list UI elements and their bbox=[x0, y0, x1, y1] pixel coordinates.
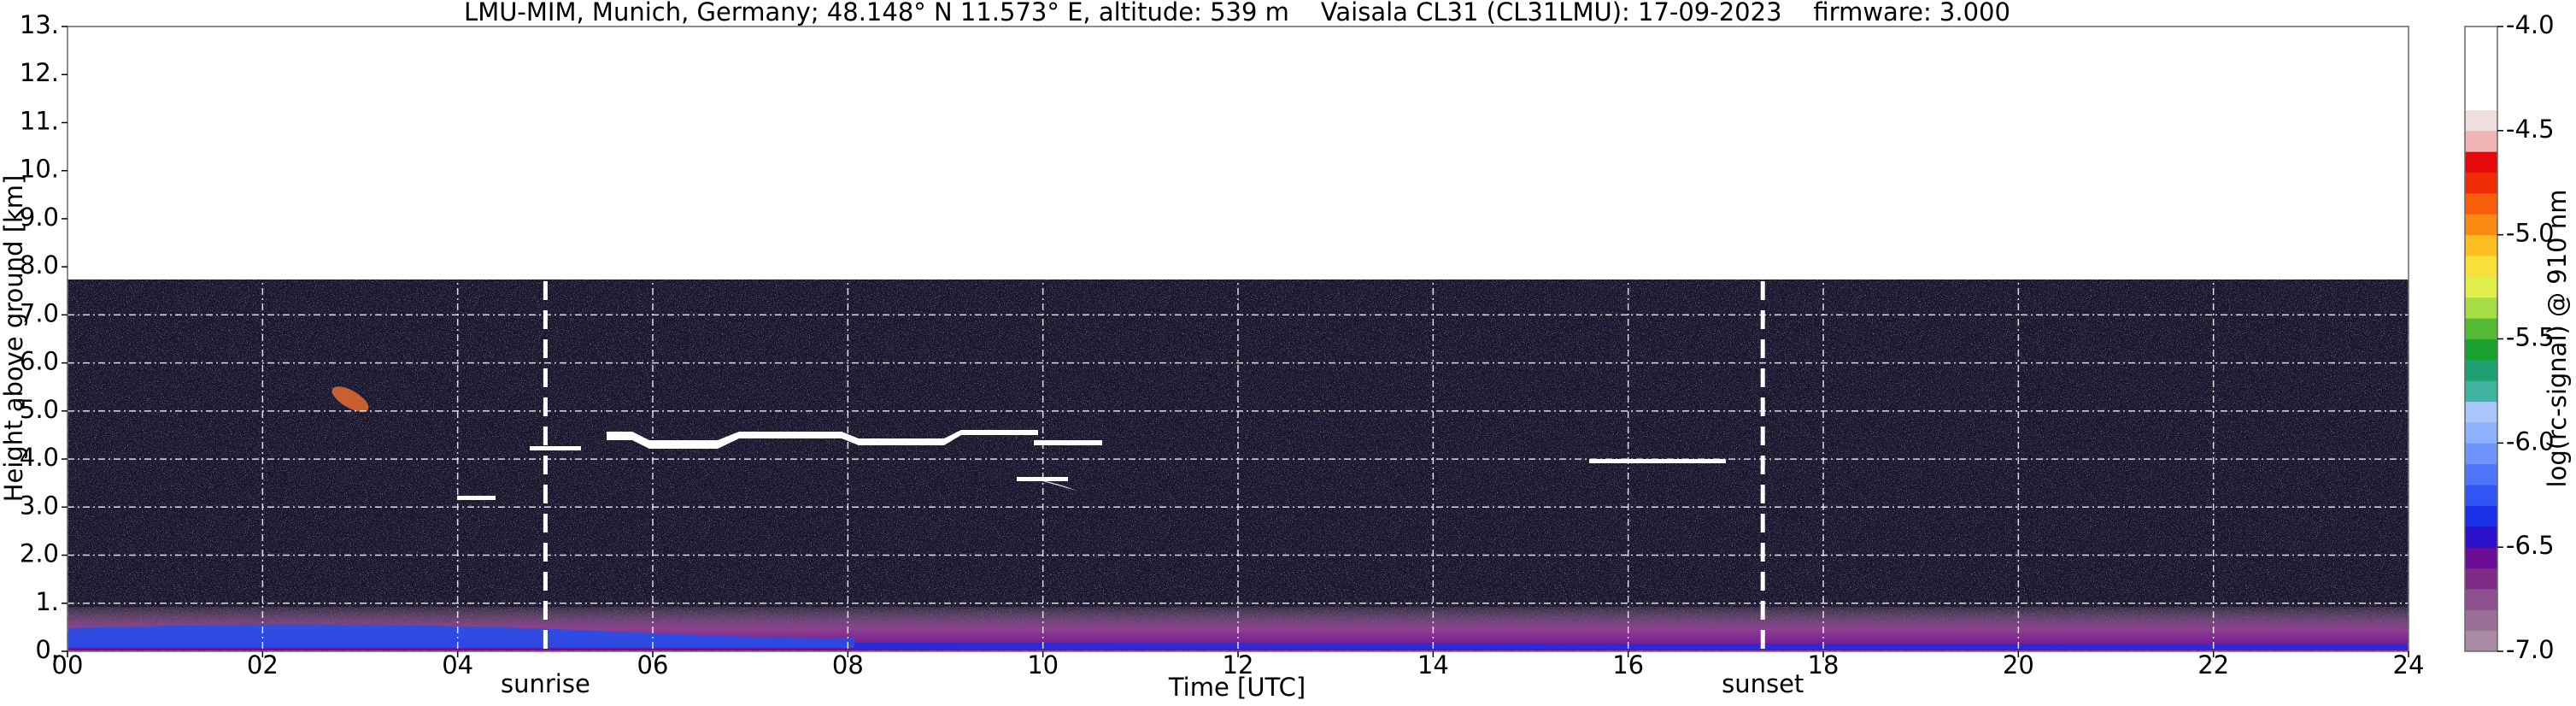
colorbar-segment bbox=[2465, 68, 2497, 90]
colorbar-segment bbox=[2465, 463, 2497, 485]
backscatter-field bbox=[67, 279, 2409, 651]
x-tick-label: 00 bbox=[52, 650, 84, 680]
colorbar-tick-label: -6.0 bbox=[2506, 427, 2555, 456]
x-tick-label: 06 bbox=[637, 650, 669, 680]
x-tick-label: 18 bbox=[1808, 650, 1840, 680]
x-tick-label: 04 bbox=[442, 650, 473, 680]
colorbar-segment bbox=[2465, 568, 2497, 590]
event-label: sunset bbox=[1722, 669, 1804, 698]
colorbar-segment bbox=[2465, 380, 2497, 403]
y-tick-label: 8.0 bbox=[20, 250, 59, 279]
colorbar-segment bbox=[2465, 526, 2497, 548]
colorbar-segment bbox=[2465, 505, 2497, 527]
y-tick-label: 6.0 bbox=[20, 347, 59, 376]
colorbar-segment bbox=[2465, 630, 2497, 652]
y-tick-label: 3.0 bbox=[20, 491, 59, 520]
colorbar-segment bbox=[2465, 401, 2497, 423]
colorbar-segment bbox=[2465, 276, 2497, 298]
aerosol-echo bbox=[332, 386, 369, 412]
colorbar-segment bbox=[2465, 338, 2497, 361]
y-tick-label: 9.0 bbox=[20, 203, 59, 232]
cloud-echo bbox=[457, 430, 1726, 500]
y-axis-label: Height above ground [km] bbox=[0, 175, 28, 503]
colorbar-segment bbox=[2465, 485, 2497, 506]
y-tick-label: 2.0 bbox=[20, 539, 59, 568]
colorbar-segment bbox=[2465, 151, 2497, 174]
colorbar-segment bbox=[2465, 297, 2497, 319]
colorbar-segment bbox=[2465, 359, 2497, 381]
colorbar-segment bbox=[2465, 547, 2497, 569]
colorbar-tick-label: -4.0 bbox=[2506, 10, 2555, 39]
y-tick-label: 4.0 bbox=[20, 443, 59, 472]
colorbar-segment bbox=[2465, 89, 2497, 110]
colorbar-tick-label: -5.5 bbox=[2506, 323, 2555, 352]
x-axis-label: Time [UTC] bbox=[1168, 673, 1306, 702]
x-tick-label: 08 bbox=[832, 650, 864, 680]
x-tick-label: 16 bbox=[1612, 650, 1644, 680]
y-tick-label: 7.0 bbox=[20, 298, 59, 327]
colorbar-segment bbox=[2465, 130, 2497, 152]
x-tick-label: 22 bbox=[2198, 650, 2229, 680]
y-tick-label: 11. bbox=[20, 106, 59, 135]
colorbar-segment bbox=[2465, 318, 2497, 339]
colorbar-segment bbox=[2465, 256, 2497, 277]
y-tick-label: 13. bbox=[20, 10, 59, 39]
colorbar-label: log(rc-signal) @ 910 nm bbox=[2543, 190, 2572, 488]
event-label: sunrise bbox=[501, 669, 590, 698]
colorbar-segment bbox=[2465, 234, 2497, 256]
chart-title: LMU-MIM, Munich, Germany; 48.148° N 11.5… bbox=[464, 0, 2010, 26]
colorbar-segment bbox=[2465, 421, 2497, 444]
y-tick-label: 5.0 bbox=[20, 395, 59, 424]
colorbar-tick-label: -5.0 bbox=[2506, 219, 2555, 248]
y-tick-label: 10. bbox=[20, 155, 59, 184]
y-tick-label: 0. bbox=[35, 635, 59, 664]
x-tick-label: 02 bbox=[247, 650, 279, 680]
colorbar-tick-label: -4.5 bbox=[2506, 115, 2555, 144]
colorbar-segment bbox=[2465, 47, 2497, 69]
colorbar-segment bbox=[2465, 588, 2497, 610]
colorbar-segment bbox=[2465, 26, 2497, 48]
colorbar-tick-label: -6.5 bbox=[2506, 531, 2555, 560]
y-tick-label: 1. bbox=[35, 587, 59, 616]
x-tick-label: 14 bbox=[1417, 650, 1449, 680]
x-tick-label: 10 bbox=[1027, 650, 1059, 680]
colorbar-segment bbox=[2465, 109, 2497, 132]
colorbar-segment bbox=[2465, 192, 2497, 215]
colorbar-segment bbox=[2465, 443, 2497, 465]
colorbar-segment bbox=[2465, 214, 2497, 236]
colorbar-segment bbox=[2465, 609, 2497, 632]
x-tick-label: 20 bbox=[2003, 650, 2034, 680]
colorbar-tick-label: -7.0 bbox=[2506, 635, 2555, 664]
x-tick-label: 24 bbox=[2393, 650, 2425, 680]
y-tick-label: 12. bbox=[20, 58, 59, 87]
colorbar-segment bbox=[2465, 172, 2497, 194]
x-tick-label: 12 bbox=[1223, 650, 1254, 680]
